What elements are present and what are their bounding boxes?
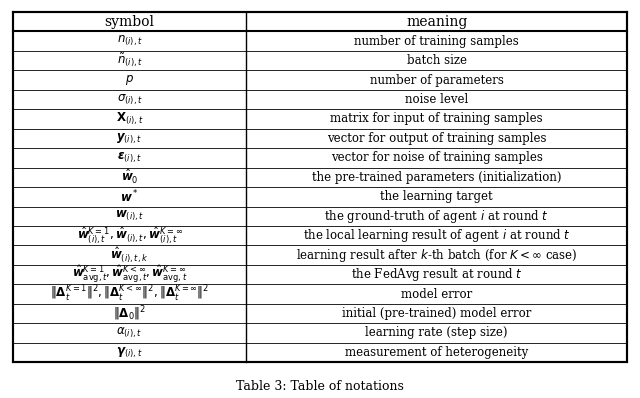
Text: $\|\boldsymbol{\Delta}^{K=1}_t\|^2, \|\boldsymbol{\Delta}^{K<\infty}_t\|^2, \|\b: $\|\boldsymbol{\Delta}^{K=1}_t\|^2, \|\b… (50, 284, 209, 304)
Text: $\boldsymbol{\epsilon}_{(i),t}$: $\boldsymbol{\epsilon}_{(i),t}$ (117, 151, 142, 165)
Text: $n_{(i),t}$: $n_{(i),t}$ (116, 34, 143, 48)
Text: initial (pre-trained) model error: initial (pre-trained) model error (342, 307, 531, 320)
Text: $\tilde{n}_{(i),t}$: $\tilde{n}_{(i),t}$ (116, 52, 143, 70)
Text: $\hat{\boldsymbol{w}}_0$: $\hat{\boldsymbol{w}}_0$ (121, 168, 138, 186)
Text: $\hat{\boldsymbol{w}}^{K=1}_{(i),t}, \hat{\boldsymbol{w}}_{(i),t}, \hat{\boldsym: $\hat{\boldsymbol{w}}^{K=1}_{(i),t}, \ha… (77, 225, 182, 246)
Text: $\hat{\boldsymbol{w}}^{K=1}_{\mathrm{avg},t}, \hat{\boldsymbol{w}}^{K<\infty}_{\: $\hat{\boldsymbol{w}}^{K=1}_{\mathrm{avg… (72, 264, 188, 285)
Text: $\|\boldsymbol{\Delta}_0\|^2$: $\|\boldsymbol{\Delta}_0\|^2$ (113, 304, 146, 323)
Text: $\mathbf{X}_{(i),t}$: $\mathbf{X}_{(i),t}$ (116, 111, 143, 127)
Text: number of training samples: number of training samples (355, 35, 519, 48)
Text: $\boldsymbol{y}_{(i),t}$: $\boldsymbol{y}_{(i),t}$ (116, 131, 143, 146)
Text: batch size: batch size (407, 54, 467, 67)
Text: matrix for input of training samples: matrix for input of training samples (330, 113, 543, 125)
Text: model error: model error (401, 288, 472, 300)
Text: the learning target: the learning target (380, 190, 493, 203)
Bar (13, 12, 627, 362)
Text: the local learning result of agent $i$ at round $t$: the local learning result of agent $i$ a… (303, 227, 571, 244)
Text: meaning: meaning (406, 15, 467, 29)
Text: the ground-truth of agent $i$ at round $t$: the ground-truth of agent $i$ at round $… (324, 208, 549, 225)
Text: $\alpha_{(i),t}$: $\alpha_{(i),t}$ (116, 326, 143, 340)
Text: symbol: symbol (104, 15, 154, 29)
Text: measurement of heterogeneity: measurement of heterogeneity (345, 346, 529, 359)
Text: the FedAvg result at round $t$: the FedAvg result at round $t$ (351, 266, 523, 283)
Text: $\hat{\boldsymbol{w}}_{(i),t,k}$: $\hat{\boldsymbol{w}}_{(i),t,k}$ (110, 246, 148, 265)
Text: number of parameters: number of parameters (370, 74, 504, 86)
Text: $p$: $p$ (125, 73, 134, 87)
Text: learning result after $k$-th batch (for $K < \infty$ case): learning result after $k$-th batch (for … (296, 247, 577, 263)
Text: $\sigma_{(i),t}$: $\sigma_{(i),t}$ (116, 92, 143, 107)
Text: $\boldsymbol{w}^*$: $\boldsymbol{w}^*$ (120, 189, 139, 205)
Text: the pre-trained parameters (initialization): the pre-trained parameters (initializati… (312, 171, 561, 184)
Text: $\boldsymbol{\gamma}_{(i),t}$: $\boldsymbol{\gamma}_{(i),t}$ (116, 345, 143, 359)
Text: learning rate (step size): learning rate (step size) (365, 326, 508, 339)
Text: vector for output of training samples: vector for output of training samples (327, 132, 547, 145)
Text: noise level: noise level (405, 93, 468, 106)
Text: vector for noise of training samples: vector for noise of training samples (331, 151, 543, 164)
Text: Table 3: Table of notations: Table 3: Table of notations (236, 380, 404, 392)
Text: $\boldsymbol{w}_{(i),t}$: $\boldsymbol{w}_{(i),t}$ (115, 209, 144, 223)
